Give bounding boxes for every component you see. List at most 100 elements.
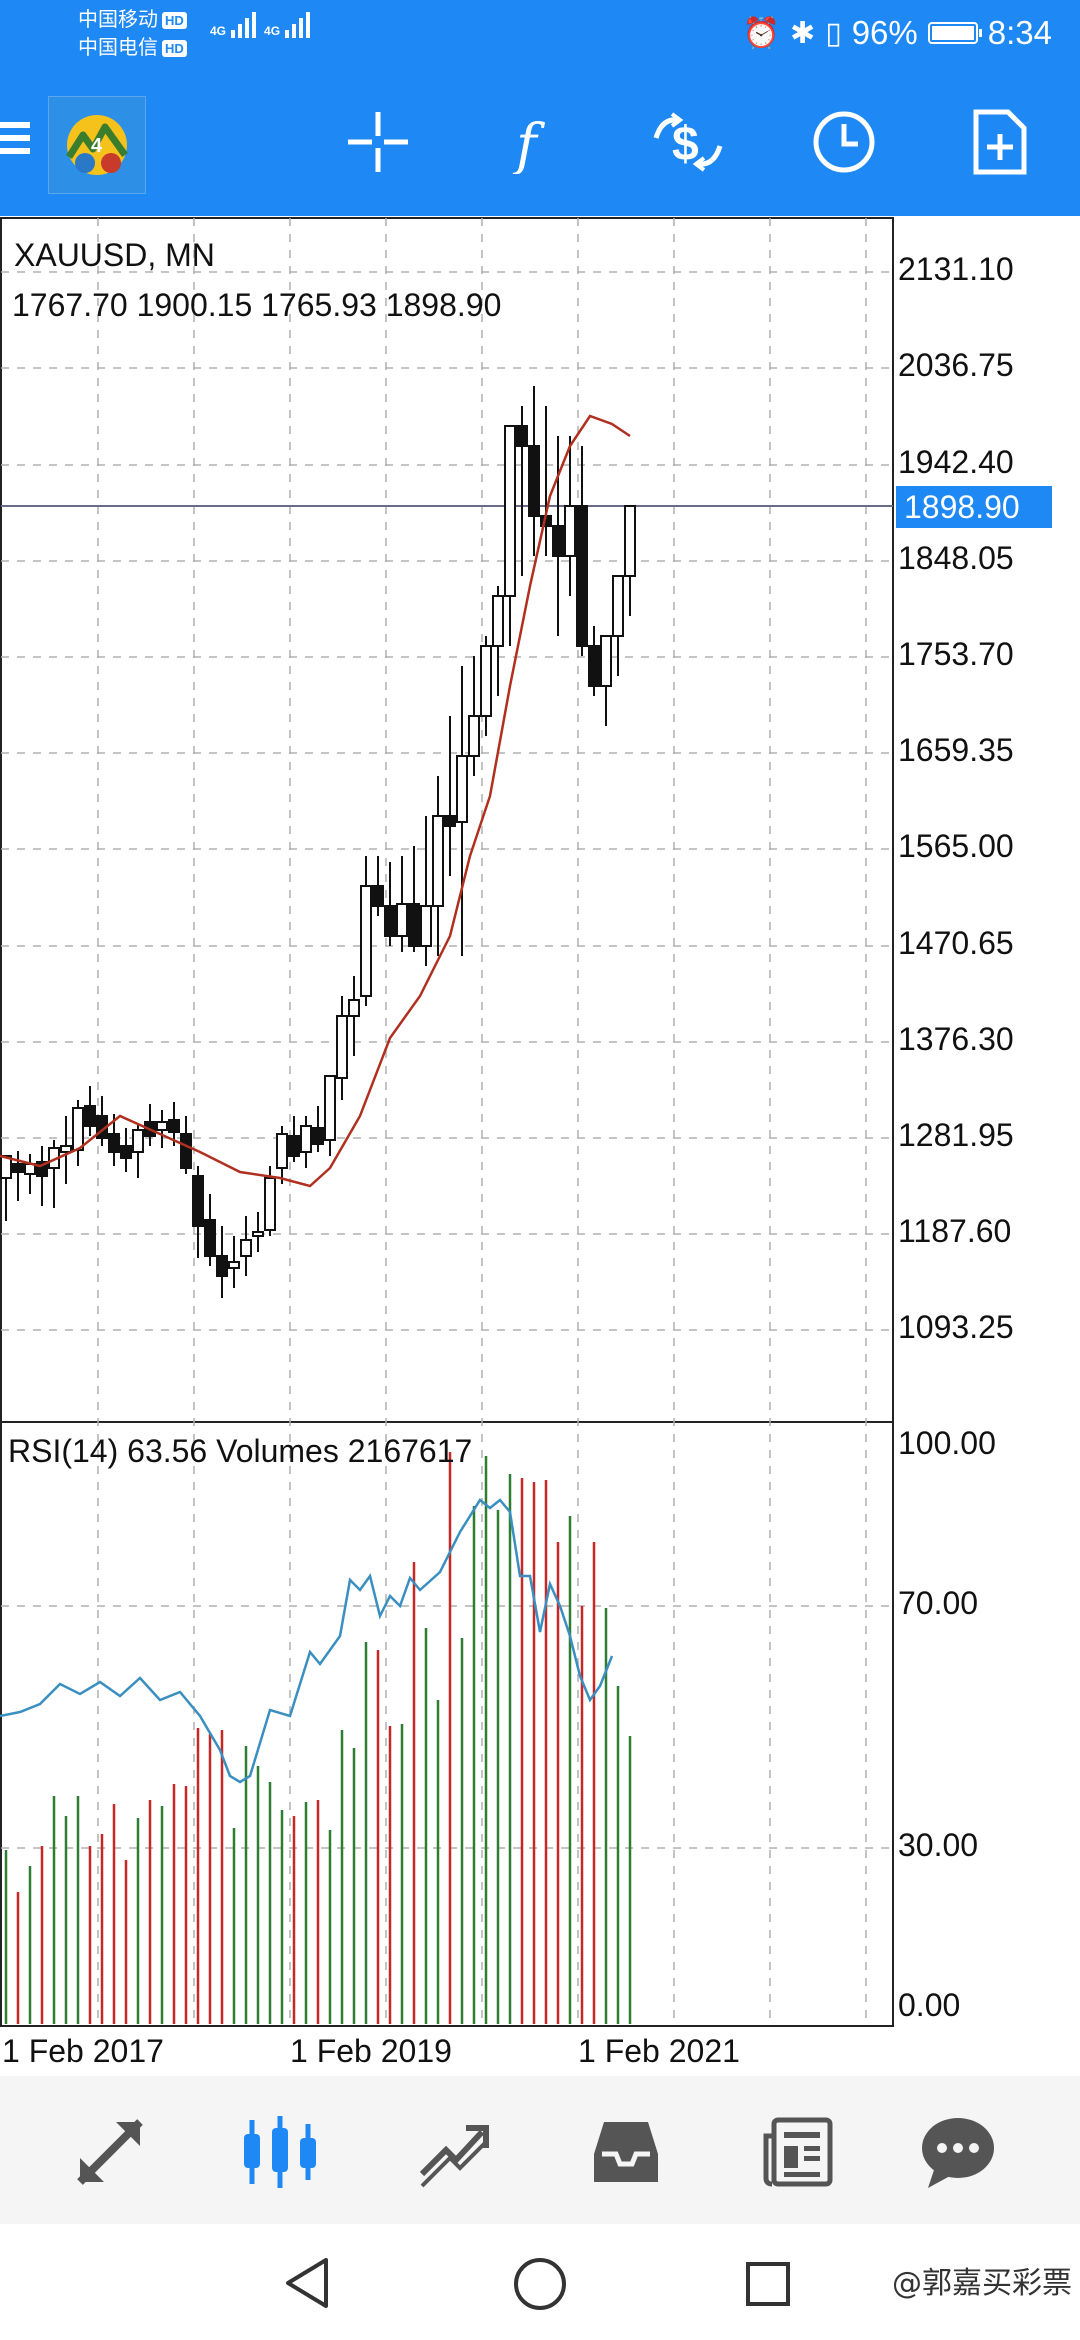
vibrate-icon: ▯ <box>825 16 842 50</box>
candle-bearish <box>120 1145 132 1159</box>
candle-bullish <box>456 755 468 823</box>
current-price-tag <box>896 486 1052 528</box>
moving-average-line <box>0 414 631 1188</box>
quotes-icon[interactable] <box>70 2112 150 2192</box>
candle-bullish <box>624 505 636 577</box>
candle-bearish <box>372 885 384 907</box>
chat-icon[interactable] <box>918 2112 998 2192</box>
candle-bullish <box>0 1155 12 1179</box>
price-tick: 1848.05 <box>898 540 1014 576</box>
home-icon[interactable] <box>512 2256 568 2312</box>
date-label: 1 Feb 2017 <box>2 2033 164 2069</box>
candle-bearish <box>108 1133 120 1153</box>
candle-bearish <box>12 1163 24 1173</box>
candle-bearish <box>84 1105 96 1127</box>
candle-bullish <box>252 1231 264 1237</box>
candle-bullish <box>336 1015 348 1079</box>
signal-icon: 4G 4G <box>210 12 311 38</box>
candle-bearish <box>576 505 588 647</box>
candle-bullish <box>396 903 408 937</box>
candle-bullish <box>468 715 480 757</box>
rsi-tick: 70.00 <box>898 1585 978 1621</box>
mt4-logo[interactable]: 4 <box>48 96 146 194</box>
history-icon[interactable] <box>586 2112 666 2192</box>
candle-bullish <box>132 1129 144 1153</box>
candle-bullish <box>480 645 492 717</box>
battery-percent: 96% <box>851 14 918 51</box>
candle-bullish <box>420 905 432 947</box>
indicator-title: RSI(14) 63.56 Volumes 2167617 <box>8 1433 472 1469</box>
bluetooth-icon: ✱ <box>790 16 816 50</box>
trade-icon[interactable] <box>414 2112 494 2192</box>
chart-frame <box>0 217 894 2027</box>
candle-bearish <box>528 445 540 517</box>
indicators-icon[interactable]: f <box>498 106 570 178</box>
rsi-tick: 100.00 <box>898 1425 996 1461</box>
price-tick: 1753.70 <box>898 636 1014 672</box>
current-price-label: 1898.90 <box>904 489 1020 525</box>
rsi-line <box>0 1498 614 1784</box>
top-toolbar: 4 f $ <box>0 68 1080 216</box>
candle-bullish <box>72 1107 84 1151</box>
carrier-info: 中国移动 HD 中国电信 HD <box>78 6 187 62</box>
candle-bullish <box>504 425 516 597</box>
candle-bullish <box>564 505 576 557</box>
candlesticks <box>0 386 636 1298</box>
new-order-icon[interactable] <box>964 106 1036 178</box>
rsi-tick: 30.00 <box>898 1827 978 1863</box>
network-type: 4G <box>264 24 281 38</box>
price-chart[interactable]: XAUUSD, MN 1767.70 1900.15 1765.93 1898.… <box>0 216 1080 2076</box>
menu-icon[interactable] <box>0 122 30 162</box>
chart-icon[interactable] <box>240 2112 320 2192</box>
candle-bearish <box>384 905 396 937</box>
watermark: @郭嘉买彩票 <box>892 2266 1072 2301</box>
candle-bearish <box>588 645 600 687</box>
hd-badge: HD <box>162 39 187 57</box>
candle-bearish <box>408 903 420 947</box>
price-tick: 1659.35 <box>898 732 1014 768</box>
carrier-1: 中国移动 <box>78 9 158 31</box>
alarm-icon: ⏰ <box>742 16 781 50</box>
candle-bullish <box>612 575 624 637</box>
system-navigation: @郭嘉买彩票 <box>0 2224 1080 2340</box>
status-bar: 中国移动 HD 中国电信 HD 4G 4G ⏰ ✱ ▯ 96% 8:34 <box>0 0 1080 68</box>
candle-bearish <box>204 1219 216 1257</box>
back-icon[interactable] <box>282 2256 332 2310</box>
svg-text:4: 4 <box>91 135 103 157</box>
timeframe-icon[interactable] <box>808 106 880 178</box>
svg-text:$: $ <box>672 118 699 171</box>
price-tick: 1187.60 <box>898 1213 1011 1249</box>
ohlc-readout: 1767.70 1900.15 1765.93 1898.90 <box>12 287 501 323</box>
volume-bars <box>4 1452 632 2024</box>
candle-bearish <box>552 525 564 557</box>
candle-bearish <box>312 1127 324 1145</box>
rsi-tick: 0.00 <box>898 1987 960 2023</box>
recents-icon[interactable] <box>744 2260 792 2308</box>
price-tick: 1470.65 <box>898 925 1014 961</box>
carrier-2: 中国电信 <box>78 37 158 59</box>
candle-bullish <box>324 1075 336 1141</box>
candle-bullish <box>360 885 372 997</box>
symbol-change-icon[interactable]: $ <box>652 106 724 178</box>
network-type: 4G <box>210 24 227 38</box>
candle-bearish <box>36 1161 48 1177</box>
candle-bearish <box>180 1133 192 1169</box>
clock: 8:34 <box>987 14 1052 51</box>
grid <box>1 218 893 2024</box>
candle-bullish <box>492 595 504 647</box>
date-label: 1 Feb 2019 <box>290 2033 452 2069</box>
price-tick: 2131.10 <box>898 251 1014 287</box>
price-tick: 1281.95 <box>898 1117 1014 1153</box>
svg-text:f: f <box>512 113 546 174</box>
candle-bullish <box>156 1121 168 1131</box>
price-tick: 1942.40 <box>898 444 1014 480</box>
candle-bullish <box>432 815 444 907</box>
date-label: 1 Feb 2021 <box>578 2033 740 2069</box>
price-tick: 1376.30 <box>898 1021 1014 1057</box>
battery-icon <box>927 22 982 44</box>
candle-bearish <box>444 815 456 827</box>
bottom-navigation <box>0 2076 1080 2224</box>
news-icon[interactable] <box>758 2112 838 2192</box>
candle-bearish <box>216 1255 228 1277</box>
crosshair-icon[interactable] <box>342 106 414 178</box>
